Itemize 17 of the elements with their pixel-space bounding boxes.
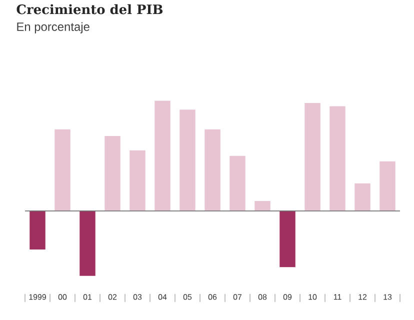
bar	[304, 102, 320, 211]
bar	[354, 183, 370, 211]
bar	[30, 210, 46, 250]
chart-title: Crecimiento del PIB	[16, 4, 163, 14]
bar	[380, 161, 396, 211]
bar	[54, 129, 70, 211]
chart-subtitle: En porcentaje	[17, 22, 90, 34]
bar	[154, 100, 170, 211]
bar	[254, 201, 270, 211]
bar	[180, 110, 196, 211]
bar	[230, 156, 246, 211]
bar	[330, 106, 346, 211]
bar	[204, 129, 220, 211]
bar	[104, 136, 120, 211]
bar	[130, 150, 146, 211]
bar	[280, 210, 296, 268]
bar	[80, 210, 96, 276]
